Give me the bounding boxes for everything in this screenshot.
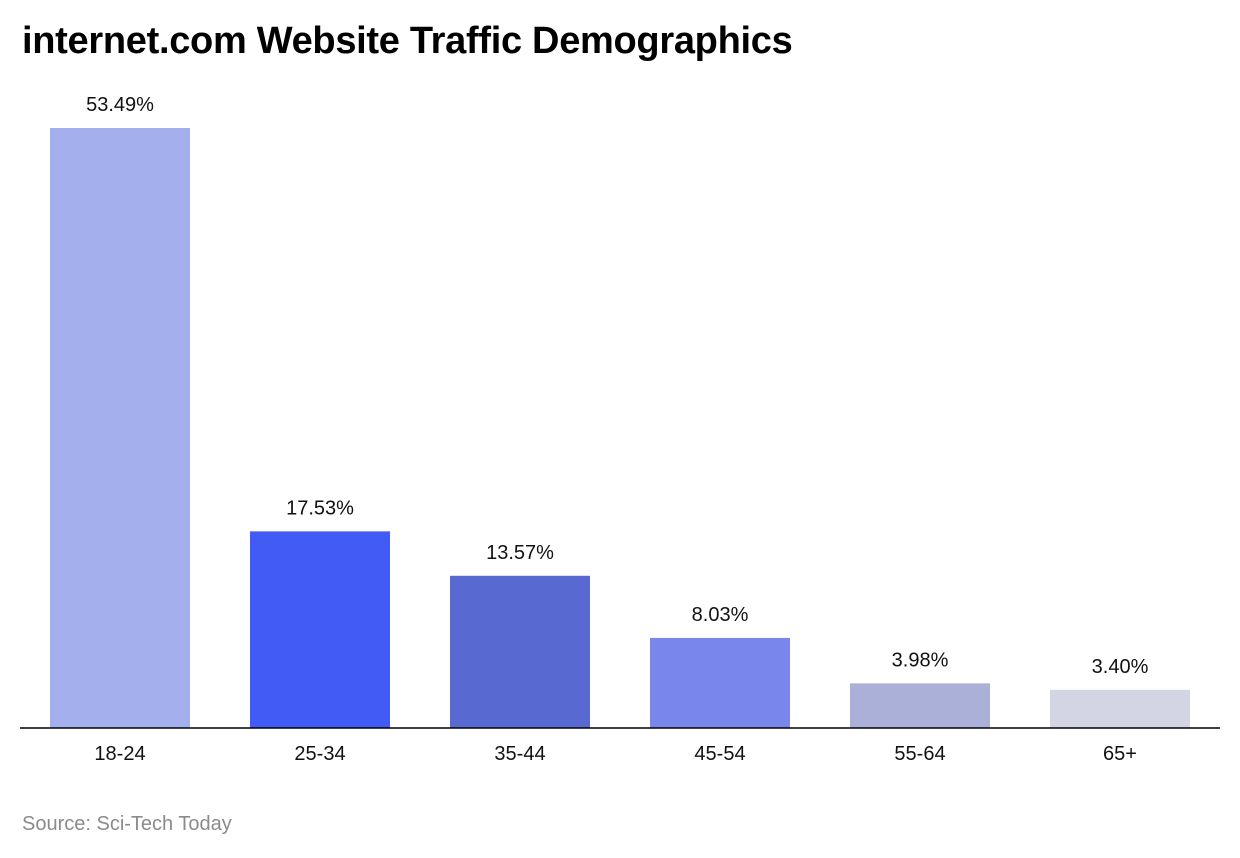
x-tick-label: 18-24	[94, 743, 145, 765]
bar-chart: 53.49% 17.53% 13.57% 8.03% 3.98% 3.40% 18-24 2…	[20, 94, 1220, 765]
x-tick-label: 25-34	[294, 743, 345, 765]
value-label: 3.40%	[1092, 656, 1149, 678]
bar-25-34	[250, 531, 390, 728]
x-tick-label: 55-64	[894, 743, 945, 765]
bar-65+	[1050, 689, 1190, 728]
value-label: 3.98%	[892, 649, 949, 671]
source-note: Source: Sci-Tech Today	[22, 813, 232, 835]
value-label: 8.03%	[692, 604, 749, 626]
tick-labels-group: 18-24 25-34 35-44 45-54 55-64 65+	[94, 743, 1137, 765]
bar-35-44	[450, 575, 590, 728]
value-label: 53.49%	[86, 94, 154, 116]
bars-group	[50, 128, 1190, 728]
value-label: 17.53%	[286, 497, 354, 519]
bar-18-24	[50, 128, 190, 728]
chart-title: internet.com Website Traffic Demographic…	[22, 20, 793, 62]
x-tick-label: 45-54	[694, 743, 745, 765]
x-tick-label: 35-44	[494, 743, 545, 765]
value-labels-group: 53.49% 17.53% 13.57% 8.03% 3.98% 3.40%	[86, 94, 1148, 678]
bar-45-54	[650, 637, 790, 728]
bar-55-64	[850, 683, 990, 728]
value-label: 13.57%	[486, 542, 554, 564]
x-tick-label: 65+	[1103, 743, 1137, 765]
